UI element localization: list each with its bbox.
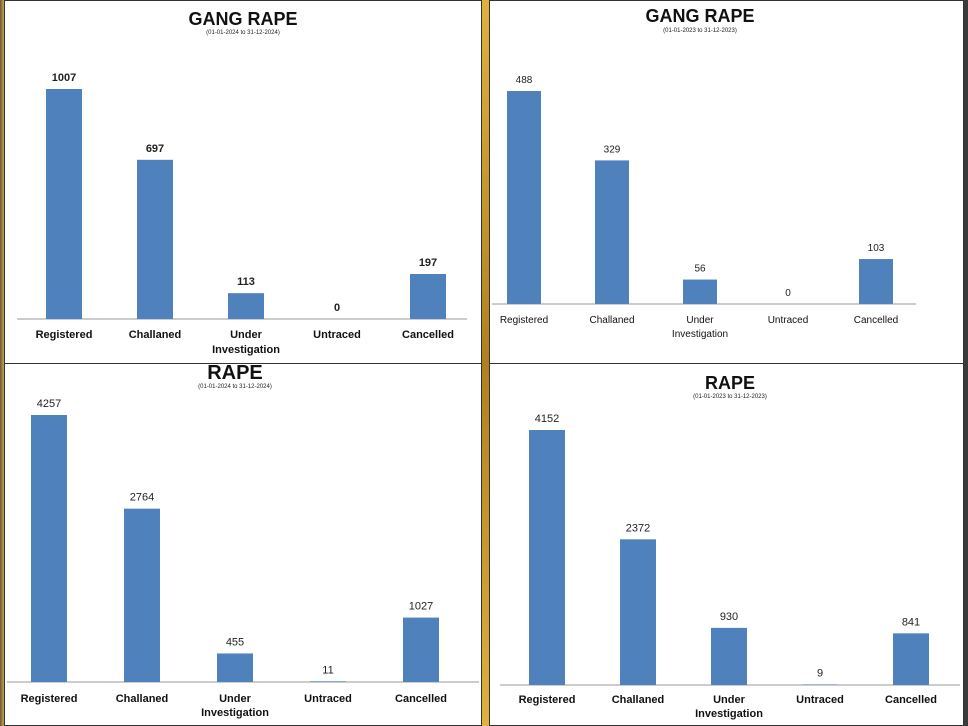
bar-untraced: [802, 684, 838, 685]
chart-panel-rape-2024: RAPE (01-01-2024 to 31-12-2024) 4257 Regist…: [4, 363, 482, 726]
data-label-cancelled: 841: [902, 616, 920, 628]
bar-challaned: [620, 539, 656, 685]
bar-registered: [31, 415, 67, 682]
data-label-registered: 4152: [535, 413, 559, 425]
bar-under-investigation: [683, 279, 717, 304]
data-label-registered: 1007: [52, 72, 76, 84]
chart-subtitle: (01-01-2023 to 31-12-2023): [693, 394, 767, 400]
bar-challaned: [137, 159, 173, 319]
category-label-registered: Registered: [519, 694, 576, 706]
bar-cancelled: [893, 633, 929, 685]
data-label-registered: 4257: [37, 398, 61, 410]
category-label-under-investigation: Under Investigation: [212, 329, 280, 356]
bar-registered: [46, 89, 82, 319]
chart-panel-rape-2023: RAPE (01-01-2023 to 31-12-2023) 4152 Regist…: [489, 363, 964, 726]
category-label-registered: Registered: [36, 329, 93, 341]
chart-panel-gang-rape-2023: GANG RAPE (01-01-2023 to 31-12-2023) 488 Re…: [489, 0, 964, 364]
data-label-challaned: 697: [146, 143, 164, 155]
bar-challaned: [124, 508, 160, 682]
data-label-under-investigation: 113: [237, 276, 255, 288]
chart-subtitle: (01-01-2024 to 31-12-2024): [206, 30, 280, 36]
category-label-challaned: Challaned: [129, 329, 182, 341]
bar-challaned: [595, 160, 629, 304]
data-label-untraced: 9: [817, 667, 823, 679]
data-label-cancelled: 1027: [409, 601, 433, 613]
chart-rape-2023: RAPE(01-01-2023 to 31-12-2023) 4152 Regist…: [500, 373, 960, 720]
bar-under-investigation: [228, 293, 264, 319]
data-label-challaned: 2764: [130, 492, 154, 504]
data-label-registered: 488: [516, 75, 533, 86]
bar-cancelled: [403, 617, 439, 682]
chart-gang-rape-2024: GANG RAPE(01-01-2024 to 31-12-2024) 1007 R…: [17, 9, 467, 356]
category-label-registered: Registered: [500, 315, 548, 326]
data-label-under-investigation: 930: [720, 611, 738, 623]
bar-under-investigation: [711, 627, 747, 685]
bar-cancelled: [859, 259, 893, 304]
data-label-untraced: 0: [785, 288, 791, 299]
bar-untraced: [310, 681, 346, 682]
category-label-cancelled: Cancelled: [395, 693, 447, 705]
category-label-cancelled: Cancelled: [402, 329, 454, 341]
category-label-untraced: Untraced: [304, 693, 352, 705]
category-label-cancelled: Cancelled: [854, 315, 898, 326]
data-label-cancelled: 197: [419, 257, 437, 269]
category-label-challaned: Challaned: [116, 693, 169, 705]
data-label-challaned: 329: [604, 144, 621, 155]
chart-subtitle: (01-01-2023 to 31-12-2023): [663, 28, 737, 34]
data-label-untraced: 0: [334, 302, 340, 314]
bar-cancelled: [410, 274, 446, 319]
chart-title: RAPE: [207, 364, 263, 384]
panel-divider: [482, 0, 489, 726]
chart-title: RAPE: [705, 373, 755, 393]
chart-title: GANG RAPE: [645, 6, 754, 26]
chart-title: GANG RAPE: [188, 9, 297, 29]
category-label-challaned: Challaned: [612, 694, 665, 706]
bar-registered: [507, 91, 541, 304]
category-label-under-investigation: Under Investigation: [201, 693, 269, 719]
chart-gang-rape-2023: GANG RAPE (01-01-2023 to 31-12-2023) 488 Re…: [492, 6, 916, 340]
data-label-untraced: 11: [322, 664, 333, 676]
category-label-cancelled: Cancelled: [885, 694, 937, 706]
chart-subtitle: (01-01-2024 to 31-12-2024): [198, 384, 272, 390]
category-label-under-investigation: Under Investigation: [695, 694, 763, 720]
category-label-untraced: Untraced: [768, 315, 809, 326]
bar-under-investigation: [217, 653, 253, 682]
data-label-under-investigation: 455: [226, 636, 244, 648]
chart-rape-2024: RAPE(01-01-2024 to 31-12-2024) 4257 Regist…: [7, 364, 479, 719]
chart-panel-gang-rape-2024: GANG RAPE (01-01-2024 to 31-12-2024) 1007 R…: [4, 0, 482, 364]
category-label-registered: Registered: [21, 693, 78, 705]
bar-registered: [529, 430, 565, 685]
category-label-untraced: Untraced: [313, 329, 361, 341]
data-label-under-investigation: 56: [694, 264, 706, 275]
data-label-challaned: 2372: [626, 522, 650, 534]
category-label-under-investigation: Under Investigation: [672, 315, 728, 340]
category-label-untraced: Untraced: [796, 694, 844, 706]
data-label-cancelled: 103: [868, 243, 885, 254]
category-label-challaned: Challaned: [589, 315, 634, 326]
